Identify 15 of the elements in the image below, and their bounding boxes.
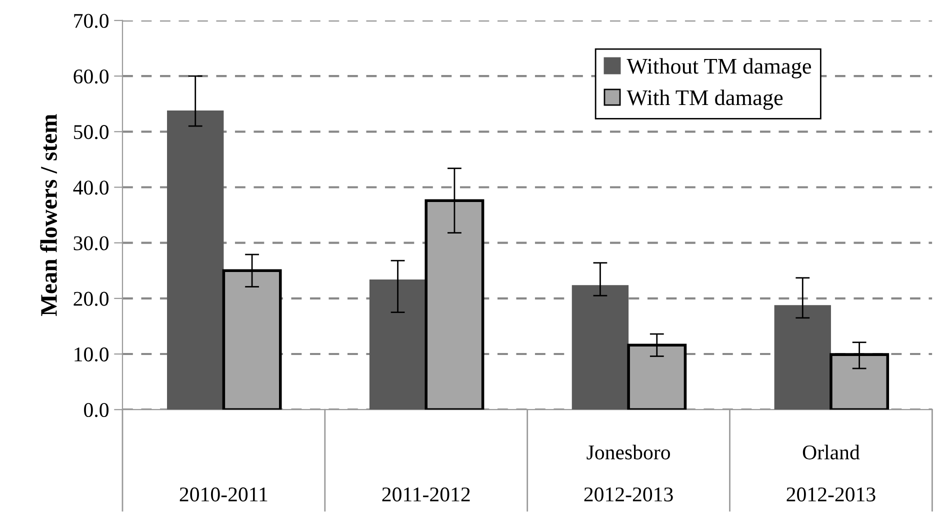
y-tick-label: 0.0 — [84, 402, 108, 418]
category-label: Orland 2012-2013 — [786, 444, 876, 502]
legend-label: Without TM damage — [626, 58, 812, 78]
x-tick-label: 2011-2012 — [382, 487, 470, 502]
y-tick-label: 40.0 — [73, 180, 108, 195]
y-axis-title: Mean flowers / stem — [40, 114, 57, 316]
y-tick-label: 50.0 — [74, 125, 108, 140]
y-tick-label: 10.0 — [74, 347, 108, 362]
category-label: Jonesboro 2012-2013 — [584, 444, 673, 502]
y-tick-label: 60.0 — [74, 69, 108, 84]
x-tick-label: 2010-2011 — [180, 487, 268, 502]
y-tick-label: 70.0 — [74, 14, 108, 28]
y-tick-label: 20.0 — [74, 292, 108, 306]
legend-label: With TM damage — [626, 90, 783, 110]
y-tick-label: 30.0 — [74, 236, 108, 250]
